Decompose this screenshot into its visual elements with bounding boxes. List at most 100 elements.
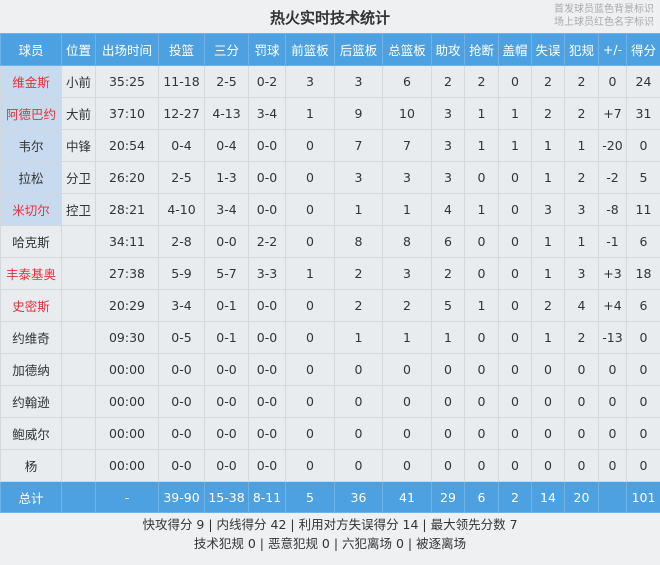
player-name[interactable]: 米切尔 [0,193,62,226]
totals-cell: 29 [431,481,465,513]
stat-cell: 1 [464,289,499,322]
stat-cell: 6 [431,225,465,258]
player-name[interactable]: 韦尔 [0,129,62,162]
stat-cell: 0-0 [204,417,249,450]
stat-cell: 0 [498,257,532,290]
stat-cell: 0-0 [248,321,286,354]
stat-cell [61,449,96,482]
column-header[interactable]: 出场时间 [95,33,159,66]
column-header[interactable]: 总篮板 [382,33,432,66]
player-name[interactable]: 杨 [0,449,62,482]
stat-cell: 0 [464,321,499,354]
stat-cell [61,257,96,290]
player-name[interactable]: 维金斯 [0,65,62,98]
column-header[interactable]: 球员 [0,33,62,66]
stat-cell: 1-3 [204,161,249,194]
column-header[interactable]: 后篮板 [334,33,383,66]
stat-cell: 2 [334,289,383,322]
stat-cell: 3 [564,257,599,290]
column-header[interactable]: 抢断 [464,33,499,66]
stat-cell: 0 [598,353,627,386]
stat-cell: 2 [531,289,565,322]
stat-cell: 2 [464,65,499,98]
stat-cell: 1 [285,257,335,290]
player-name[interactable]: 加德纳 [0,353,62,386]
player-name[interactable]: 丰泰基奥 [0,257,62,290]
stat-cell: 0-0 [204,385,249,418]
stat-cell: 26:20 [95,161,159,194]
stat-cell: 0-0 [248,289,286,322]
stat-cell: 0-0 [158,417,205,450]
player-row: 阿德巴约 大前 37:10 12-27 4-13 3-4 1 9 10 3 1 1 2 2 +7 31 [0,97,660,130]
stat-cell: 0-0 [158,353,205,386]
stat-cell: 10 [382,97,432,130]
stat-cell: 2 [564,65,599,98]
stat-cell: 11-18 [158,65,205,98]
column-header[interactable]: 犯规 [564,33,599,66]
stat-cell [61,385,96,418]
footer-summary: 快攻得分 9 | 内线得分 42 | 利用对方失误得分 14 | 最大领先分数 … [0,515,660,553]
stat-cell: 28:21 [95,193,159,226]
column-header[interactable]: 失误 [531,33,565,66]
totals-cell: 101 [626,481,660,513]
stat-cell: 3 [382,257,432,290]
stat-cell: 0 [598,65,627,98]
stat-cell: 2 [564,161,599,194]
stat-cell: 00:00 [95,353,159,386]
totals-row: 总计 -39-90 15-38 8-11 5 36 41 29 6 2 14 20 101 [0,481,660,513]
stat-cell: 0 [598,449,627,482]
stat-cell: 1 [334,321,383,354]
stat-cell: 大前 [61,97,96,130]
stat-cell: 2 [382,289,432,322]
stat-cell: 0 [498,225,532,258]
stat-cell: 0 [382,385,432,418]
stat-cell: 0 [626,353,660,386]
player-name[interactable]: 阿德巴约 [0,97,62,130]
stat-cell: 0 [382,417,432,450]
player-name[interactable]: 哈克斯 [0,225,62,258]
stat-cell: 2 [334,257,383,290]
column-header[interactable]: 盖帽 [498,33,532,66]
column-header[interactable]: 罚球 [248,33,286,66]
stat-cell: 0-0 [248,129,286,162]
footer-line-2: 技术犯规 0 | 恶意犯规 0 | 六犯离场 0 | 被逐离场 [193,536,467,551]
totals-cell [598,481,627,513]
column-header[interactable]: 位置 [61,33,96,66]
totals-cell: 5 [285,481,335,513]
footer-line-1: 快攻得分 9 | 内线得分 42 | 利用对方失误得分 14 | 最大领先分数 … [142,517,518,532]
column-header[interactable]: +/- [598,33,627,66]
player-name[interactable]: 约维奇 [0,321,62,354]
player-name[interactable]: 拉松 [0,161,62,194]
player-name[interactable]: 鲍威尔 [0,417,62,450]
stat-cell: 0-1 [204,289,249,322]
stat-cell: 0-5 [158,321,205,354]
stat-cell: 00:00 [95,385,159,418]
stat-cell: +4 [598,289,627,322]
stat-cell: 5 [626,161,660,194]
column-header[interactable]: 投篮 [158,33,205,66]
stat-cell: 0-0 [204,225,249,258]
stat-cell: 31 [626,97,660,130]
stat-cell: 0-0 [158,449,205,482]
stat-cell: 1 [382,193,432,226]
player-row: 加德纳 00:00 0-0 0-0 0-0 0 0 0 0 0 0 0 0 0 0 [0,353,660,386]
column-header[interactable]: 得分 [626,33,660,66]
player-row: 杨 00:00 0-0 0-0 0-0 0 0 0 0 0 0 0 0 0 0 [0,449,660,482]
stat-cell: 控卫 [61,193,96,226]
column-header[interactable]: 前篮板 [285,33,335,66]
column-header[interactable]: 助攻 [431,33,465,66]
stat-cell: -2 [598,161,627,194]
stat-cell: 0 [564,449,599,482]
player-name[interactable]: 约翰逊 [0,385,62,418]
stat-cell: 0 [285,129,335,162]
totals-cell: 2 [498,481,532,513]
stat-cell: 0-2 [248,65,286,98]
stat-cell: 1 [531,321,565,354]
column-header[interactable]: 三分 [204,33,249,66]
player-name[interactable]: 史密斯 [0,289,62,322]
stat-cell: 18 [626,257,660,290]
stat-cell: 2 [531,65,565,98]
player-row: 哈克斯 34:11 2-8 0-0 2-2 0 8 8 6 0 0 1 1 -1 6 [0,225,660,258]
stat-cell: 0-0 [248,385,286,418]
stat-cell: 37:10 [95,97,159,130]
